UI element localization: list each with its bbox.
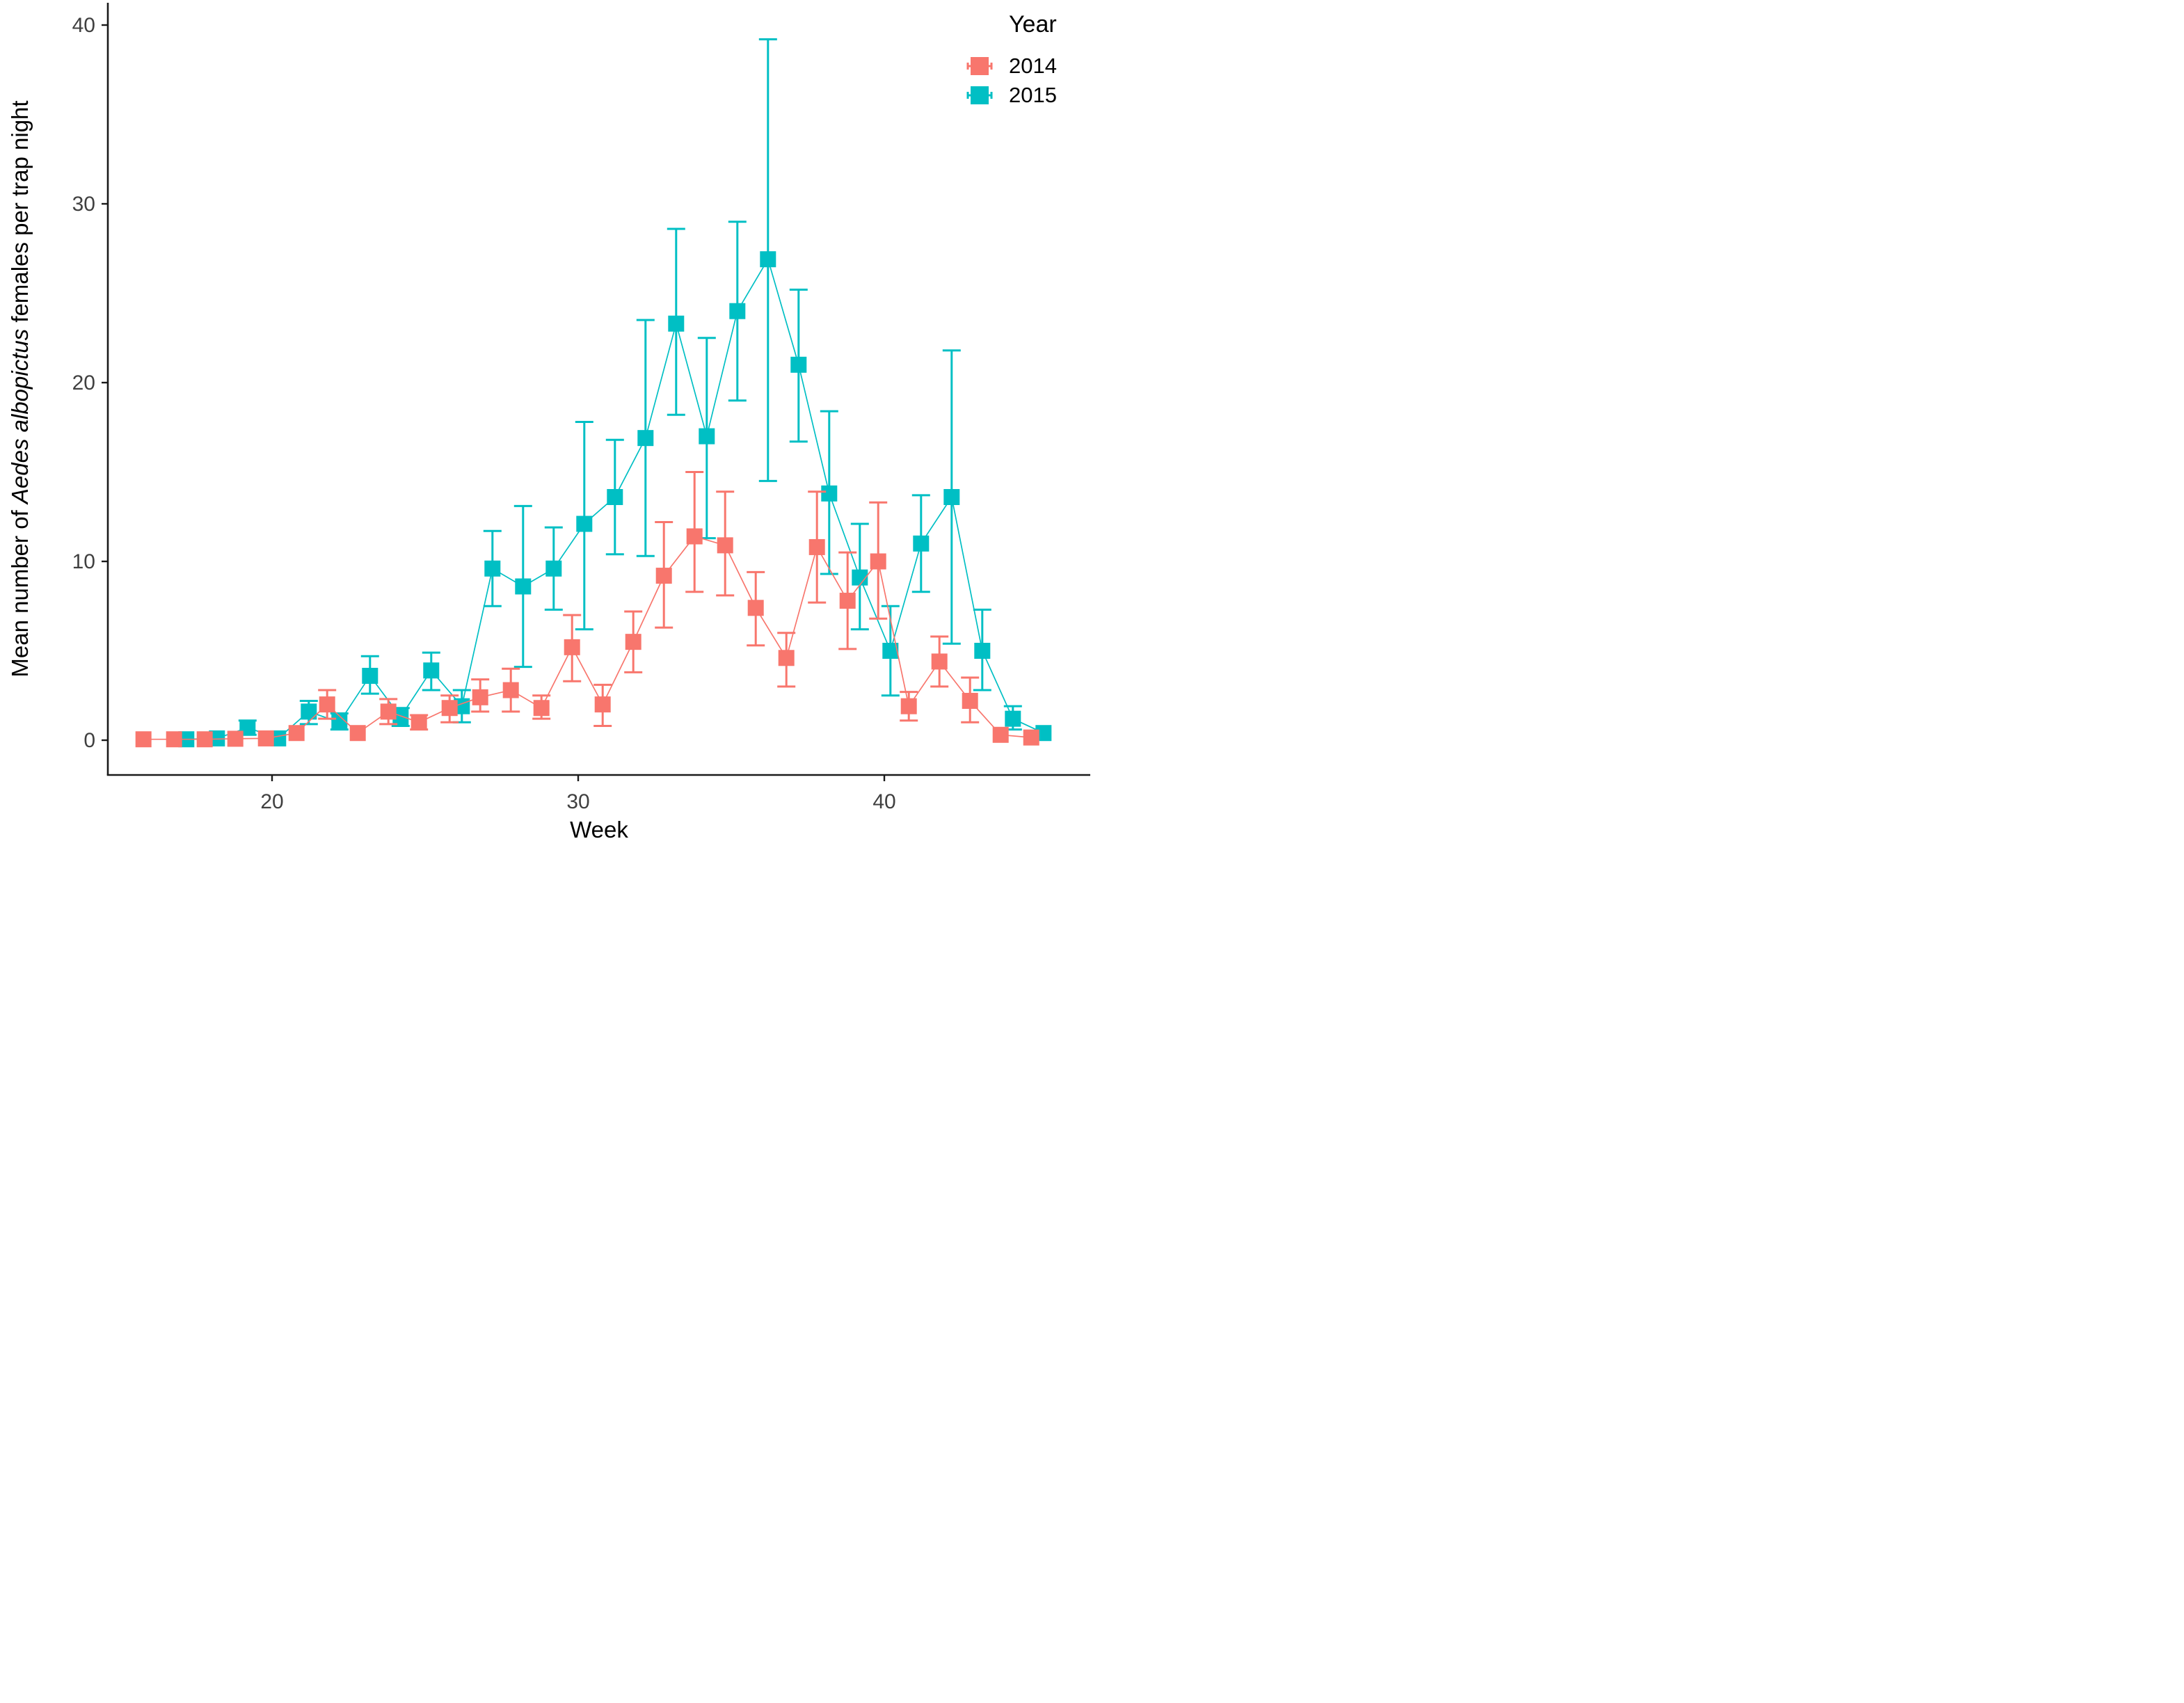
legend-key-square-2015 bbox=[971, 86, 989, 104]
data-point-2015-w38 bbox=[821, 485, 838, 502]
data-point-2014-w22 bbox=[319, 696, 335, 713]
x-tick-label-40: 40 bbox=[872, 790, 895, 813]
series-line-2014 bbox=[143, 536, 1032, 740]
data-point-2015-w43 bbox=[974, 643, 991, 659]
x-axis-title: Week bbox=[570, 817, 628, 842]
data-point-2014-w17 bbox=[166, 731, 182, 748]
legend: Year 2014 2015 bbox=[966, 11, 1057, 107]
x-tick-label-30: 30 bbox=[566, 790, 589, 813]
data-point-2015-w44 bbox=[1005, 710, 1021, 727]
data-point-2014-w25 bbox=[411, 714, 427, 730]
data-point-2015-w34 bbox=[699, 428, 715, 445]
data-point-2015-w42 bbox=[943, 488, 960, 505]
data-point-2015-w25 bbox=[423, 662, 440, 679]
series-2015 bbox=[178, 38, 1052, 748]
y-axis-title: Mean number of Aedes albopictus females … bbox=[7, 100, 33, 677]
legend-label-2014: 2014 bbox=[1009, 54, 1057, 78]
data-point-2015-w41 bbox=[913, 535, 930, 552]
legend-entry-2015: 2015 bbox=[966, 83, 1057, 107]
legend-key-square-2014 bbox=[971, 57, 989, 75]
data-point-2015-w18 bbox=[209, 730, 225, 746]
y-tick-label-30: 30 bbox=[72, 193, 95, 216]
data-point-2014-w31 bbox=[594, 696, 611, 713]
data-point-2014-w29 bbox=[533, 700, 550, 717]
data-point-2014-w33 bbox=[655, 568, 672, 584]
data-point-2015-w22 bbox=[331, 714, 348, 730]
data-point-2015-w32 bbox=[637, 430, 654, 447]
data-point-2015-w20 bbox=[270, 730, 287, 746]
data-point-2014-w28 bbox=[502, 682, 519, 698]
data-point-2015-w30 bbox=[576, 515, 593, 532]
data-point-2014-w41 bbox=[900, 698, 917, 714]
data-point-2014-w36 bbox=[747, 600, 764, 616]
data-point-2015-w35 bbox=[729, 303, 746, 319]
x-tick-label-20: 20 bbox=[260, 790, 283, 813]
data-point-2014-w45 bbox=[1023, 729, 1039, 746]
data-point-2014-w40 bbox=[870, 553, 886, 570]
data-point-2015-w29 bbox=[545, 560, 562, 577]
data-point-2014-w26 bbox=[441, 700, 458, 717]
data-point-2015-w40 bbox=[882, 643, 899, 659]
data-point-2014-w30 bbox=[564, 639, 580, 655]
data-point-2014-w18 bbox=[196, 731, 213, 748]
data-point-2015-w28 bbox=[515, 578, 532, 595]
y-tick-label-0: 0 bbox=[83, 729, 95, 752]
data-point-2015-w37 bbox=[790, 356, 807, 373]
chart-figure: 0 10 20 30 40 20 30 40 Week Mean number of Aedes … bbox=[0, 0, 1092, 852]
data-point-2015-w27 bbox=[484, 560, 501, 577]
data-point-2014-w16 bbox=[135, 731, 152, 748]
data-point-2014-w44 bbox=[992, 726, 1009, 743]
data-point-2015-w31 bbox=[607, 488, 623, 505]
data-point-2014-w39 bbox=[839, 593, 856, 609]
legend-label-2015: 2015 bbox=[1009, 83, 1057, 107]
data-point-2014-w21 bbox=[288, 725, 305, 742]
data-point-2014-w35 bbox=[717, 537, 733, 554]
data-point-2015-w19 bbox=[239, 719, 256, 736]
data-point-2015-w45 bbox=[1035, 725, 1052, 742]
data-point-2014-w42 bbox=[931, 653, 948, 670]
y-tick-label-20: 20 bbox=[72, 371, 95, 394]
y-tick-label-40: 40 bbox=[72, 14, 95, 37]
data-point-2014-w24 bbox=[380, 703, 397, 720]
data-point-2015-w24 bbox=[392, 709, 409, 726]
data-point-2014-w32 bbox=[625, 634, 641, 650]
data-point-2014-w38 bbox=[808, 538, 825, 555]
data-point-2014-w34 bbox=[686, 528, 703, 545]
mosquito-week-chart: 0 10 20 30 40 20 30 40 Week Mean number of Aedes … bbox=[7, 3, 1090, 842]
data-point-2015-w36 bbox=[760, 251, 776, 268]
data-point-2014-w43 bbox=[962, 692, 978, 709]
data-point-2015-w39 bbox=[852, 569, 868, 586]
data-point-2014-w19 bbox=[227, 730, 244, 747]
legend-title: Year bbox=[1009, 11, 1057, 38]
y-tick-label-10: 10 bbox=[72, 550, 95, 573]
data-point-2014-w20 bbox=[257, 730, 274, 746]
data-point-2014-w23 bbox=[349, 725, 366, 742]
data-point-2015-w23 bbox=[362, 667, 378, 684]
data-point-2015-w21 bbox=[301, 703, 317, 720]
data-point-2014-w37 bbox=[778, 650, 795, 666]
series-2014 bbox=[135, 471, 1039, 748]
legend-entry-2014: 2014 bbox=[966, 54, 1057, 78]
data-point-2014-w27 bbox=[472, 689, 488, 705]
data-point-2015-w33 bbox=[668, 315, 685, 332]
